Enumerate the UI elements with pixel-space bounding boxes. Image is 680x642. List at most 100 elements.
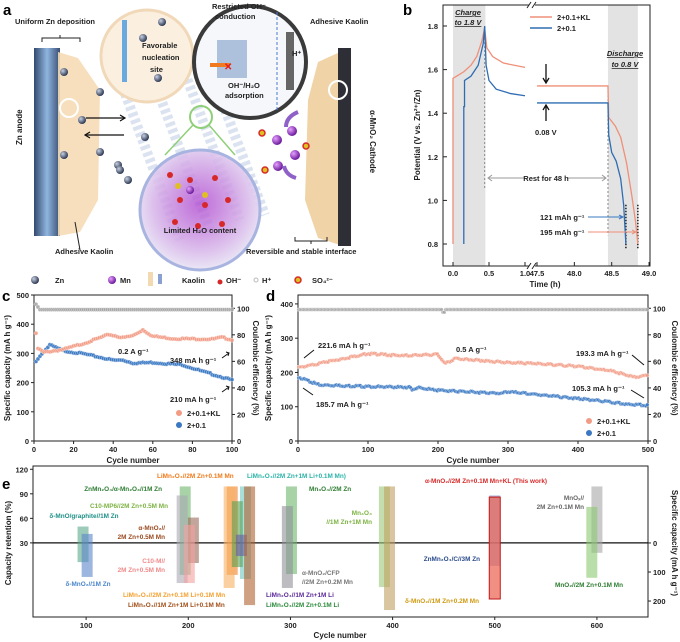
cathode-zoom-circle [328, 80, 348, 100]
bar-label: Mn₃O₄ [352, 510, 372, 517]
y2-tick-label: 40 [237, 384, 245, 393]
mno2-lattice [217, 40, 247, 78]
comparison-bar [235, 534, 247, 557]
bar-label: //2M Zn+0.2M Mn [302, 579, 353, 586]
coulombic-efficiency-point [645, 307, 650, 312]
y-axis-label: Potential (V vs. Zn²⁺/Zn) [413, 89, 422, 180]
y2-tick-label: 60 [653, 357, 661, 366]
y-tick-label: 120 [15, 465, 28, 474]
legend-marker [176, 410, 182, 416]
series-line-kl [537, 85, 639, 245]
x-tick-label: 500 [489, 621, 502, 630]
rest-label-bg [524, 172, 568, 182]
annotation-arrow-icon [303, 349, 315, 359]
x-tick-label: 0 [32, 445, 36, 454]
mn-sulfate-ions [258, 110, 310, 180]
annotation-kl-final: 348 mA h g⁻¹ [170, 356, 217, 365]
x-tick-label: 1.0 [520, 269, 530, 278]
bar-label: MnOₓ// [564, 495, 584, 502]
y-tick-label: 1.8 [428, 22, 438, 31]
bar-label: LiMn₂O₄//2M Zn+1M Li+0.1M Mn) [247, 473, 346, 480]
bar-label: Mn₃O₄//2M Zn [309, 486, 351, 493]
sulfate-icon [294, 276, 302, 284]
y-tick-label: 1.6 [428, 66, 438, 75]
panel-label-a: a [3, 2, 12, 19]
comparison-bar [586, 506, 598, 578]
y-tick-label: 90 [20, 490, 28, 499]
favorable-label-2: nucleation [142, 53, 180, 62]
y2-tick-label: 100 [653, 568, 666, 577]
bar-label: 2M Zn+0.5M Mn [118, 534, 165, 541]
annotation-arrow-icon [302, 387, 314, 396]
annotation-blue-initial: 185.7 mA h g⁻¹ [316, 400, 369, 409]
bar-label: //1M Zn+1M Mn [326, 519, 372, 526]
x-tick-label: 40 [109, 445, 117, 454]
y-tick-label: 1.2 [428, 153, 438, 162]
annotation-kl-initial: 221.6 mA h g⁻¹ [318, 341, 371, 350]
bar-label: 2M Zn+0.1M Mn [537, 504, 584, 511]
capacity-arrow-icon [588, 229, 638, 235]
adsorption-label-2: adsorption [225, 91, 264, 100]
adsorption-label-1: OH⁻/H₂O [228, 81, 260, 90]
y-tick-label: 500 [16, 291, 29, 300]
interface-inset [192, 4, 308, 120]
x-tick-label: 300 [502, 445, 515, 454]
x-tick-label: 48.0 [567, 269, 582, 278]
series-line-kl [452, 28, 526, 244]
interface-label: Reversible and stable interface [246, 247, 356, 256]
capacity-label-kl: 195 mAh g⁻¹ [540, 228, 585, 237]
cathode-label: α-MnO₂ Cathode [368, 110, 377, 174]
x-tick-label: 400 [572, 445, 585, 454]
bar-label: α-MnO₂//2M Zn+0.1M Mn+KL (This work) [425, 478, 547, 485]
legend-oh: OH⁻ [226, 276, 241, 285]
x-tick-label: 200 [432, 445, 445, 454]
plot-frame [442, 4, 651, 267]
uniform-zn-label: Uniform Zn deposition [15, 17, 95, 26]
coulombic-efficiency-point [229, 307, 235, 312]
y2-tick-label: 200 [653, 597, 666, 606]
annotation-rate: 0.2 A g⁻¹ [118, 347, 149, 356]
kaolin-lattice-icon [158, 274, 162, 284]
y2-axis-label: Coulombic efficiency (%) [670, 320, 679, 415]
kaolin-lattice [115, 58, 270, 242]
y2-tick-label: 0 [653, 437, 657, 446]
annotation-arrow-icon [221, 351, 230, 359]
x-tick-label: 49.0 [642, 269, 657, 278]
leader-line [74, 221, 81, 251]
y-tick-label: 30 [20, 539, 28, 548]
panel-label-d: d [266, 288, 275, 305]
bar-label: δ-MnO₂//1M Zn+0.2M Mn [405, 598, 479, 605]
y2-tick-label: 20 [653, 410, 661, 419]
legend-zn: Zn [55, 276, 65, 285]
favorable-label-1: Favorable [142, 41, 177, 50]
kaolin-layer-anode [58, 52, 100, 236]
x-tick-label: 60 [149, 445, 157, 454]
y-tick-label: 100 [16, 408, 29, 417]
x-tick-label: 20 [69, 445, 77, 454]
bar-label: δ-MnO₂//1M Zn [65, 581, 110, 588]
axis-break-icon [526, 1, 537, 270]
y-tick-label: 200 [16, 379, 29, 388]
legend-marker [586, 418, 592, 424]
charge-annotation: to 1.8 V [455, 18, 483, 27]
bar-label: 2M Zn+0.5M Mn [118, 567, 165, 574]
bar-label: α-MnO₂// [138, 525, 165, 532]
y-axis-label: Capacity retention (%) [4, 500, 13, 585]
x-tick-label: 0 [296, 445, 300, 454]
series-line-blue [537, 102, 627, 245]
panel-label-b: b [403, 2, 412, 19]
schematic-panel-a: a Uniform Zn deposition Zn anode Favorab… [3, 2, 377, 286]
bar-label: MnO₂//2M Zn+0.1M Mn [555, 582, 623, 589]
legend-h: H⁺ [262, 276, 271, 285]
plot-frame [33, 294, 233, 442]
bar-label: LiMn₂O₄//2M Zn+0.1M Li+0.1M Mn [123, 592, 225, 599]
legend-label: 2+0.1 [557, 24, 576, 33]
legend-mn: Mn [120, 276, 131, 285]
restricted-label-2: conduction [215, 12, 256, 21]
block-x-icon: ✕ [224, 62, 232, 73]
x-tick-label: 400 [386, 621, 399, 630]
proton-icon [253, 277, 259, 283]
comparison-bar [384, 486, 396, 611]
comparison-bar [244, 486, 256, 606]
chart-b: b0.81.01.21.41.61.80.0 0.5 1.0 47.5 48.0 48.5… [403, 1, 657, 289]
